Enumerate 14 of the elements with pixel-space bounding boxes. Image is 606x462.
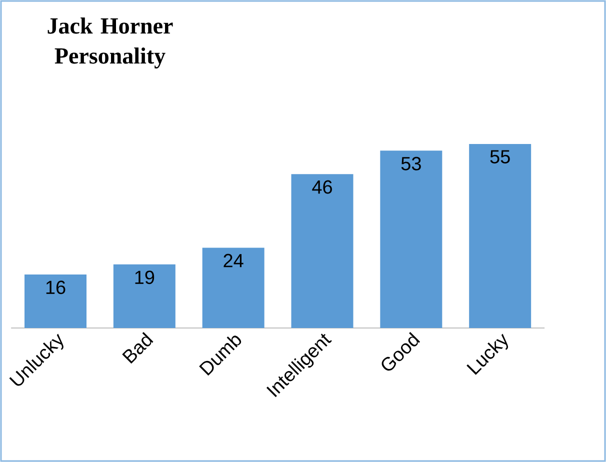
data-label: 46	[312, 180, 332, 194]
bar	[202, 248, 264, 328]
data-label: 53	[401, 156, 421, 170]
data-label: 16	[46, 280, 66, 294]
x-tick-label: Bad	[122, 332, 154, 364]
bar	[291, 174, 354, 328]
bar	[113, 264, 176, 328]
data-label: 19	[135, 270, 154, 284]
bar	[380, 150, 442, 328]
chart-title: Jack Horner Personality	[48, 18, 173, 68]
bar	[24, 274, 87, 328]
bar	[469, 144, 532, 328]
data-label: 24	[224, 254, 244, 268]
data-label: 55	[490, 150, 510, 164]
